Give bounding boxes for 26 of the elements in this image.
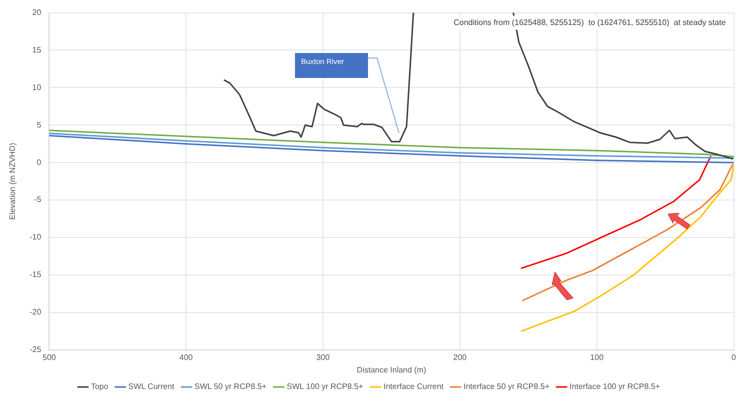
- legend-label: SWL 100 yr RCP8.5+: [286, 382, 364, 392]
- legend-label: Topo: [90, 382, 109, 392]
- x-tick-label: 200: [453, 352, 468, 362]
- annotation: Conditions from (1625488, 5255125) to (1624761, 5255510) at steady state: [454, 18, 726, 28]
- y-tick-label: -5: [34, 195, 42, 204]
- y-tick-label: -25: [30, 345, 42, 354]
- y-tick-label: 5: [36, 120, 42, 130]
- y-axis-title: Elevation (m NZVHD): [8, 142, 18, 220]
- y-tick-label: 10: [32, 82, 42, 92]
- legend-label: SWL 50 yr RCP8.5+: [194, 382, 267, 392]
- x-tick-label: 300: [316, 352, 330, 362]
- legend-label: Interface 100 yr RCP8.5+: [570, 382, 660, 392]
- y-tick-label: 0: [36, 158, 42, 167]
- y-tick-label: -20: [30, 308, 42, 317]
- x-tick-label: 400: [179, 352, 194, 362]
- legend-label: SWL Current: [128, 382, 176, 392]
- x-tick-label: 100: [590, 352, 604, 362]
- legend-label: Interface 50 yr RCP8.5+: [464, 382, 550, 392]
- y-tick-label: -10: [30, 232, 42, 242]
- x-axis-title: Distance Inland (m): [356, 365, 426, 374]
- y-tick-label: 15: [32, 45, 42, 54]
- y-tick-label: 20: [32, 8, 42, 18]
- y-tick-label: -15: [30, 270, 42, 280]
- legend-label: Interface Current: [383, 382, 444, 392]
- x-tick-label: 0: [732, 352, 737, 362]
- x-tick-label: 500: [42, 352, 56, 362]
